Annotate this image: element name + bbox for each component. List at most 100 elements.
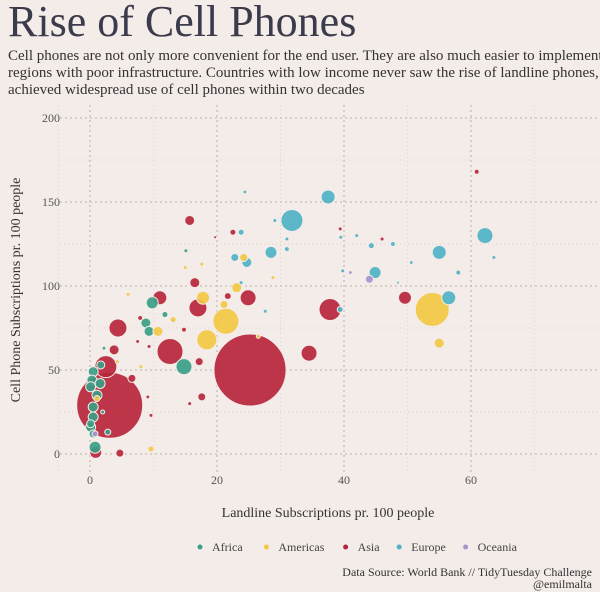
y-tick-label: 0	[54, 447, 60, 461]
bubble-europe	[455, 269, 462, 276]
subtitle-line: achieved widespread use of cell phones w…	[8, 82, 365, 98]
x-tick-label: 20	[211, 473, 223, 487]
bubble-europe	[431, 244, 447, 260]
bubble-europe	[280, 208, 304, 232]
bubble-americas	[231, 282, 243, 294]
bubble-asia	[115, 448, 125, 458]
chart-title: Rise of Cell Phones	[8, 0, 357, 46]
legend-label-americas: Americas	[278, 540, 324, 554]
bubble-americas	[414, 292, 450, 328]
bubble-americas	[125, 291, 131, 297]
bubble-europe	[338, 234, 344, 240]
bubbles	[76, 168, 497, 459]
bubble-europe	[396, 281, 399, 284]
bubble-europe	[389, 241, 396, 247]
y-tick-label: 150	[42, 195, 60, 209]
bubble-asia	[136, 340, 140, 343]
bubble-americas	[93, 395, 101, 403]
bubble-americas	[196, 329, 218, 351]
legend-dot-oceania	[463, 544, 469, 550]
bubble-europe	[476, 227, 494, 245]
bubble-africa	[161, 311, 169, 319]
bubble-asia	[146, 343, 152, 349]
bubble-americas	[219, 299, 229, 309]
bubble-americas	[239, 252, 249, 262]
legend-label-oceania: Oceania	[478, 540, 518, 554]
bubble-asia	[197, 392, 207, 402]
bubble-americas	[147, 445, 155, 453]
bubble-americas	[183, 266, 187, 269]
legend-dot-americas	[263, 544, 269, 550]
bubble-asia	[184, 214, 196, 226]
bubble-africa	[94, 377, 106, 389]
bubble-asia	[108, 344, 120, 356]
data-source: Data Source: World Bank // TidyTuesday C…	[342, 565, 592, 579]
bubble-asia	[213, 333, 287, 407]
bubble-europe	[283, 246, 290, 252]
bubble-africa	[87, 401, 99, 413]
bubble-europe	[238, 280, 244, 286]
bubble-europe	[237, 228, 245, 236]
legend-dot-europe	[396, 544, 402, 550]
x-tick-label: 40	[338, 473, 350, 487]
bubble-europe	[272, 217, 278, 223]
legend-label-asia: Asia	[358, 540, 381, 554]
bubble-asia	[397, 290, 412, 305]
bubble-europe	[367, 242, 375, 250]
bubble-americas	[212, 307, 240, 335]
bubble-asia	[223, 292, 232, 301]
bubble-asia	[137, 314, 144, 321]
bubble-asia	[214, 236, 217, 239]
x-axis-title: Landline Subscriptions pr. 100 people	[222, 506, 435, 521]
subtitle-line: Cell phones are not only more convenient…	[8, 48, 600, 64]
bubble-americas	[196, 290, 211, 305]
bubble-americas	[255, 333, 261, 339]
legend-label-africa: Africa	[212, 540, 243, 554]
legend-dot-africa	[197, 544, 203, 550]
bubble-asia	[194, 357, 204, 367]
bubble-oceania	[364, 274, 374, 284]
bubble-europe	[284, 236, 290, 242]
y-tick-label: 50	[48, 363, 60, 377]
tick-labels: 0 20 40 60 0 50 100 150 200	[42, 111, 477, 487]
bubble-asia	[189, 277, 201, 289]
bubble-asia	[187, 401, 193, 407]
bubble-asia	[156, 338, 184, 366]
x-tick-label: 60	[465, 473, 477, 487]
subtitle-line: regions with poor infrastructure. Countr…	[8, 65, 600, 81]
bubble-africa	[102, 346, 106, 350]
legend-label-europe: Europe	[411, 540, 446, 554]
bubble-europe	[491, 254, 497, 260]
bubble-europe	[243, 190, 247, 194]
bubble-americas	[152, 325, 164, 337]
bubble-europe	[264, 245, 278, 259]
bubble-oceania	[348, 271, 352, 274]
bubble-asia	[181, 326, 187, 333]
bubble-asia	[337, 226, 343, 232]
bubble-europe	[368, 266, 382, 280]
bubble-oceania	[91, 430, 99, 438]
legend-dot-asia	[343, 544, 349, 550]
bubble-americas	[433, 337, 445, 349]
bubble-europe	[336, 306, 344, 314]
bubble-africa	[86, 419, 96, 429]
bubble-asia	[148, 412, 154, 418]
bubble-europe	[409, 261, 413, 264]
bubble-africa	[175, 358, 193, 376]
bubble-africa	[104, 428, 112, 436]
bubble-asia	[127, 373, 137, 383]
chart-subtitle: Cell phones are not only more convenient…	[8, 48, 600, 99]
bubble-americas	[169, 316, 177, 324]
y-tick-label: 100	[42, 279, 60, 293]
bubble-europe	[441, 290, 457, 306]
bubble-africa	[96, 360, 106, 370]
bubble-europe	[340, 268, 346, 274]
y-axis-title: Cell Phone Subscriptions pr. 100 people	[9, 178, 24, 403]
bubble-africa	[88, 440, 102, 454]
bubble-europe	[262, 308, 268, 314]
bubble-europe	[354, 233, 360, 239]
x-tick-label: 0	[87, 473, 93, 487]
bubble-asia	[229, 228, 237, 236]
bubble-asia	[300, 344, 318, 362]
